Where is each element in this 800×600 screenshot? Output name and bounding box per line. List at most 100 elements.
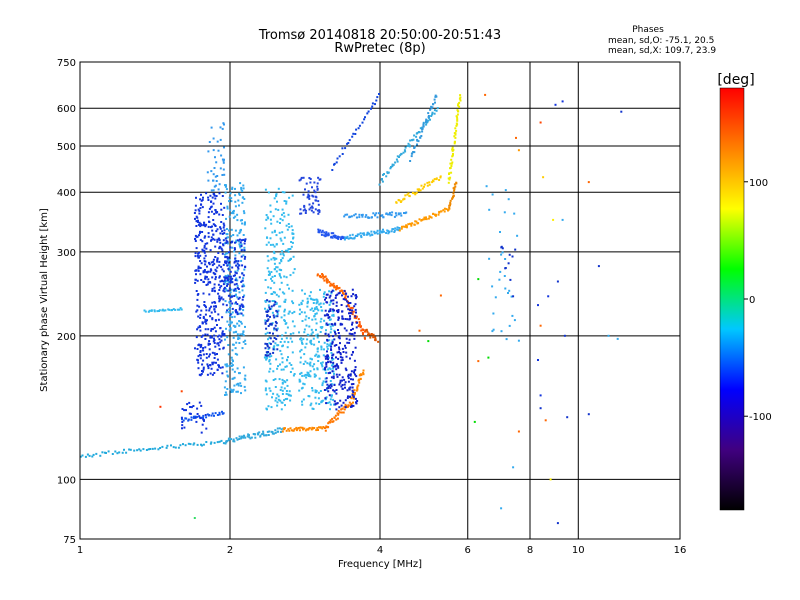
data-point [197, 326, 200, 329]
data-point [234, 287, 237, 290]
data-point [284, 427, 286, 430]
data-point [217, 364, 220, 367]
data-point [225, 363, 228, 366]
data-point [392, 163, 395, 166]
data-point [222, 442, 225, 445]
data-point [216, 441, 219, 444]
data-point [290, 225, 293, 228]
data-point [238, 296, 241, 299]
data-point [360, 325, 362, 328]
data-point [328, 281, 331, 283]
data-point [265, 393, 268, 396]
data-point [511, 314, 514, 317]
data-point [213, 286, 216, 289]
data-point [238, 264, 241, 267]
data-point [264, 227, 267, 230]
data-point [341, 359, 344, 361]
data-point [289, 333, 292, 335]
data-point [339, 356, 342, 359]
data-point [539, 394, 542, 397]
data-point [192, 417, 195, 419]
data-point [316, 347, 319, 350]
data-point [311, 331, 314, 334]
data-point [299, 361, 302, 364]
data-point [324, 368, 326, 371]
data-point [242, 366, 245, 369]
data-point [287, 223, 290, 225]
data-point [313, 373, 316, 376]
data-point [84, 455, 87, 458]
data-point [267, 354, 270, 357]
data-point [309, 340, 312, 343]
data-point [240, 312, 243, 315]
data-point [321, 399, 324, 402]
data-point [234, 254, 237, 257]
data-point [214, 209, 217, 211]
data-point [197, 267, 200, 270]
data-point [283, 215, 286, 218]
data-point [514, 248, 517, 251]
data-point [332, 357, 335, 360]
data-point [327, 358, 329, 361]
data-point [353, 371, 355, 374]
data-point [332, 282, 335, 285]
data-point [306, 374, 309, 377]
data-point [422, 125, 425, 128]
data-point [231, 349, 234, 352]
data-point [419, 127, 422, 130]
data-point [221, 316, 224, 319]
data-point [242, 274, 245, 277]
data-point [371, 216, 373, 219]
data-point [264, 347, 267, 350]
data-point [343, 289, 346, 292]
data-point [99, 454, 102, 457]
data-point [306, 297, 309, 300]
data-point [244, 389, 247, 392]
data-point [354, 315, 357, 318]
data-point [200, 431, 203, 434]
data-point [337, 357, 340, 360]
data-point [197, 208, 200, 211]
data-point [499, 270, 502, 273]
data-point [431, 106, 434, 109]
data-point [264, 387, 267, 390]
data-point [204, 275, 207, 278]
data-point [216, 228, 219, 231]
data-point [318, 303, 321, 306]
data-point [328, 401, 331, 404]
data-point [199, 326, 202, 328]
data-point [216, 238, 219, 241]
data-point [309, 341, 312, 344]
data-point [287, 312, 290, 315]
data-point [231, 295, 234, 298]
data-point [355, 311, 357, 314]
data-point [488, 257, 491, 260]
data-point [139, 449, 142, 452]
data-point [337, 236, 340, 239]
data-point [181, 421, 184, 423]
data-point [214, 268, 217, 271]
data-point [355, 402, 358, 405]
data-point [236, 333, 239, 336]
data-point [210, 236, 213, 239]
data-point [205, 309, 208, 312]
data-point [223, 173, 226, 176]
data-point [319, 320, 322, 323]
data-point [201, 231, 204, 233]
data-point [147, 448, 150, 451]
data-point [233, 384, 236, 387]
data-point [181, 424, 184, 427]
data-point [231, 307, 234, 310]
data-point [352, 132, 355, 135]
data-point [334, 402, 337, 405]
data-point [352, 351, 354, 353]
x-tick-label: 16 [674, 545, 687, 556]
data-point [230, 228, 233, 231]
data-point [201, 444, 203, 447]
data-point [236, 438, 239, 441]
data-point [233, 295, 236, 297]
data-point [421, 130, 424, 133]
data-point [239, 246, 242, 249]
data-point [222, 412, 225, 415]
